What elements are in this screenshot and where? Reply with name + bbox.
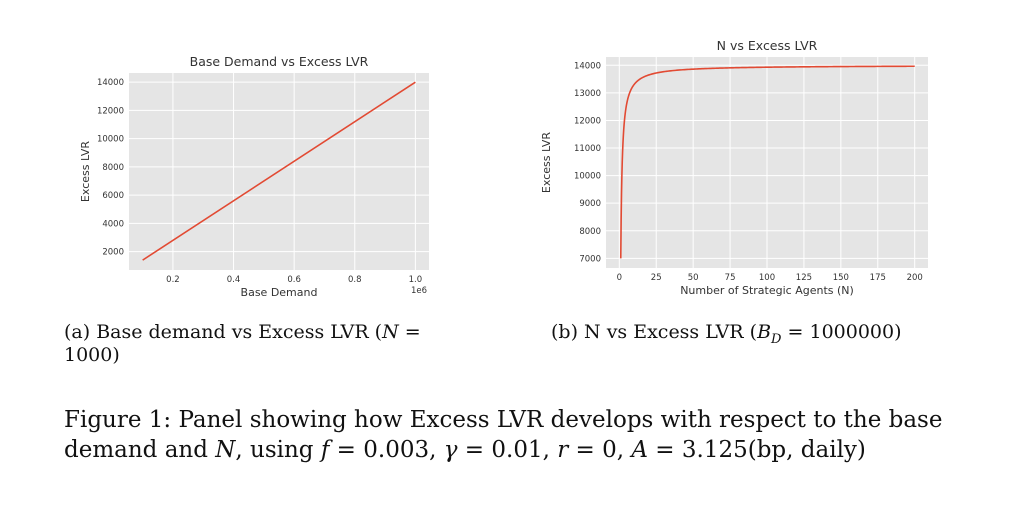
y-tick-label: 4000	[102, 219, 124, 229]
x-axis-label: Number of Strategic Agents (N)	[680, 284, 854, 297]
subcaption-b: (b) N vs Excess LVR (BD = 1000000)	[551, 321, 902, 347]
x-tick-label: 0.6	[287, 275, 301, 285]
x-tick-label: 0.2	[166, 275, 180, 285]
x-tick-label: 50	[688, 273, 699, 283]
y-tick-label: 8000	[579, 227, 601, 237]
y-axis-label: Excess LVR	[540, 132, 553, 193]
y-tick-label: 14000	[574, 61, 601, 71]
x-tick-label: 75	[725, 273, 736, 283]
y-tick-label: 10000	[574, 172, 601, 182]
x-tick-label: 200	[907, 273, 923, 283]
x-tick-label: 175	[870, 273, 886, 283]
y-tick-label: 12000	[574, 116, 601, 126]
x-tick-label: 1.0	[409, 275, 423, 285]
y-tick-label: 12000	[97, 106, 124, 116]
y-tick-label: 9000	[579, 199, 601, 209]
chart-title: Base Demand vs Excess LVR	[190, 54, 369, 69]
x-tick-label: 150	[833, 273, 849, 283]
y-tick-label: 10000	[97, 135, 124, 145]
y-tick-label: 8000	[102, 163, 124, 173]
y-tick-label: 13000	[574, 89, 601, 99]
series-line	[619, 65, 915, 259]
x-offset-label: 1e6	[411, 286, 427, 296]
y-tick-label: 14000	[97, 78, 124, 88]
chart-title: N vs Excess LVR	[717, 38, 818, 53]
x-tick-label: 0.8	[348, 275, 362, 285]
y-tick-label: 6000	[102, 191, 124, 201]
y-axis-label: Excess LVR	[79, 141, 92, 202]
x-tick-label: 100	[759, 273, 775, 283]
series-line	[142, 81, 416, 261]
x-tick-label: 0.4	[227, 275, 241, 285]
y-tick-label: 7000	[579, 254, 601, 264]
x-tick-label: 125	[796, 273, 812, 283]
subcaption-a: (a) Base demand vs Excess LVR (N = 1000)	[64, 321, 421, 366]
x-axis-label: Base Demand	[241, 286, 318, 299]
y-tick-label: 11000	[574, 144, 601, 154]
figure-caption: Figure 1: Panel showing how Excess LVR d…	[64, 407, 943, 463]
x-tick-label: 0	[617, 273, 622, 283]
y-tick-label: 2000	[102, 248, 124, 258]
x-tick-label: 25	[651, 273, 662, 283]
